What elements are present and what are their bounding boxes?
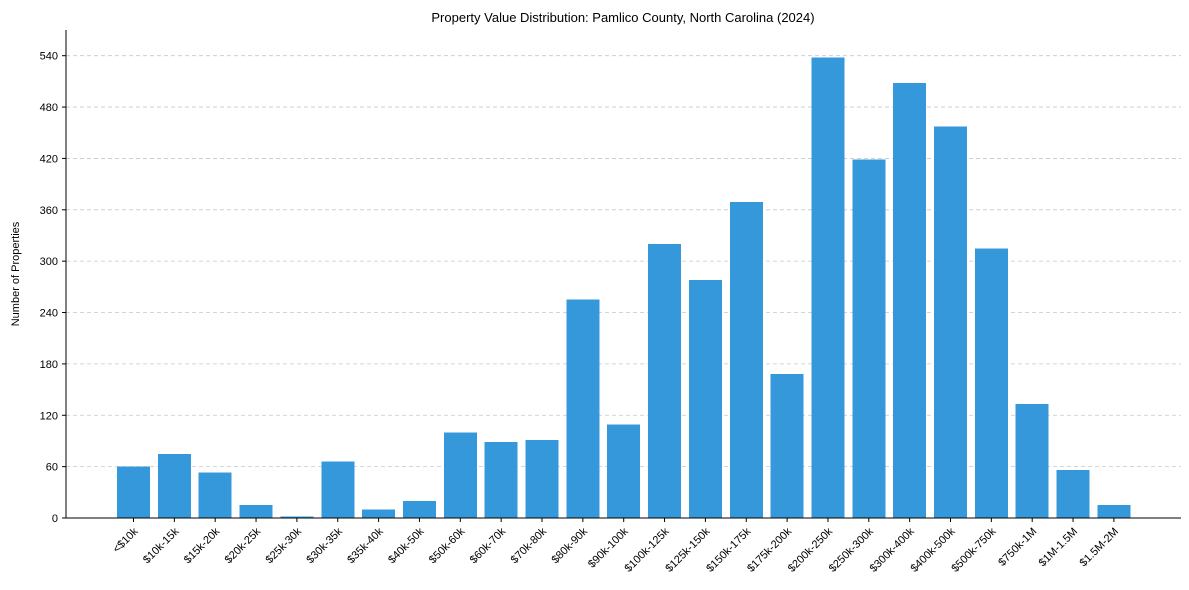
bar	[934, 126, 967, 518]
bar	[280, 516, 314, 518]
bar	[1015, 404, 1049, 518]
y-ticks: 0 60 120 180 240 300 360 420 480 540	[40, 51, 66, 525]
x-tick-label: $10k-15k	[141, 525, 182, 566]
bar	[198, 472, 232, 518]
bar	[117, 466, 150, 518]
x-tick-label: $750k-1M	[996, 526, 1039, 569]
chart-title: Property Value Distribution: Pamlico Cou…	[431, 10, 814, 25]
x-tick-label: $60k-70k	[468, 525, 509, 566]
bar	[1097, 505, 1131, 518]
x-tick-label: <$10k	[111, 525, 141, 555]
bar	[852, 159, 886, 518]
bar	[811, 57, 845, 519]
x-tick-label: $35k-40k	[345, 525, 386, 566]
y-tick-label: 420	[40, 153, 58, 165]
y-tick-label: 300	[40, 256, 58, 268]
gridlines	[66, 55, 1181, 468]
y-tick-label: 540	[40, 51, 58, 63]
bar	[239, 505, 273, 518]
bar	[688, 279, 722, 518]
bar	[362, 509, 396, 518]
x-tick-label: $70k-80k	[509, 525, 550, 566]
x-tick-label: $20k-25k	[223, 525, 264, 566]
x-tick-label: $40k-50k	[386, 525, 427, 566]
y-tick-label: 120	[40, 410, 58, 422]
x-tick-label: $30k-35k	[304, 525, 345, 566]
bar	[770, 374, 804, 518]
x-ticks: <$10k $10k-15k $15k-20k $20k-25k $25k-30k $30…	[111, 518, 1121, 575]
y-tick-label: 480	[40, 102, 58, 114]
bar	[729, 202, 763, 518]
bar	[525, 440, 559, 518]
x-tick-label: $80k-90k	[549, 525, 590, 566]
bar	[1056, 470, 1090, 518]
bar	[974, 248, 1008, 518]
bar	[157, 453, 191, 518]
x-tick-label: $15k-20k	[182, 525, 223, 566]
bars	[117, 57, 1131, 519]
x-tick-label: $25k-30k	[264, 525, 305, 566]
bar	[443, 432, 477, 518]
y-tick-label: 240	[40, 308, 58, 320]
bar	[607, 424, 641, 518]
y-axis-label: Number of Properties	[10, 221, 22, 326]
y-tick-label: 60	[46, 462, 58, 474]
y-tick-label: 360	[40, 205, 58, 217]
y-tick-label: 180	[40, 359, 58, 371]
bar	[321, 461, 355, 518]
bar	[893, 83, 927, 519]
x-tick-label: $500k-750k	[949, 525, 998, 574]
x-tick-label: $50k-60k	[427, 525, 468, 566]
bar	[484, 441, 518, 518]
y-tick-label: 0	[52, 513, 58, 525]
bar	[648, 244, 682, 518]
bar	[402, 500, 436, 518]
x-tick-label: $1M-1.5M	[1037, 526, 1081, 570]
bar	[566, 299, 600, 518]
x-tick-label: $1.5M-2M	[1078, 526, 1122, 570]
